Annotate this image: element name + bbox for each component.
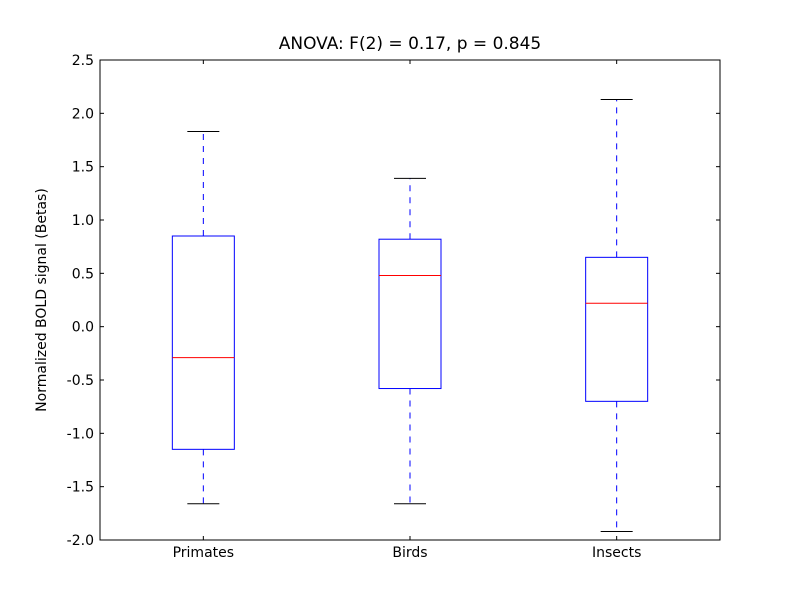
box-birds [378,238,442,390]
box-insects [585,256,649,402]
y-tick-label: 1.0 [72,213,94,229]
y-tick-label: -1.0 [67,426,94,442]
y-tick-label: 2.5 [72,53,94,69]
x-tick-label: Primates [173,545,234,561]
plot-area: -2.0 -1.5 -1.0 -0.5 0.0 0.5 1.0 1.5 2.0 2.5 Primat… [67,53,720,561]
axes-frame [99,59,721,541]
x-tick-label: Insects [592,545,641,561]
box-primates [171,235,235,450]
y-tick-label: -2.0 [67,533,94,549]
y-tick-label: -1.5 [67,480,94,496]
y-axis-label: Normalized BOLD signal (Betas) [34,188,50,412]
y-tick-label: -0.5 [67,373,94,389]
y-tick-label: 0.0 [72,320,94,336]
chart-title: ANOVA: F(2) = 0.17, p = 0.845 [279,34,542,54]
y-tick-label: 2.0 [72,106,94,122]
x-tick-label: Birds [392,545,427,561]
y-tick-label: 0.5 [72,266,94,282]
y-tick-label: 1.5 [72,160,94,176]
